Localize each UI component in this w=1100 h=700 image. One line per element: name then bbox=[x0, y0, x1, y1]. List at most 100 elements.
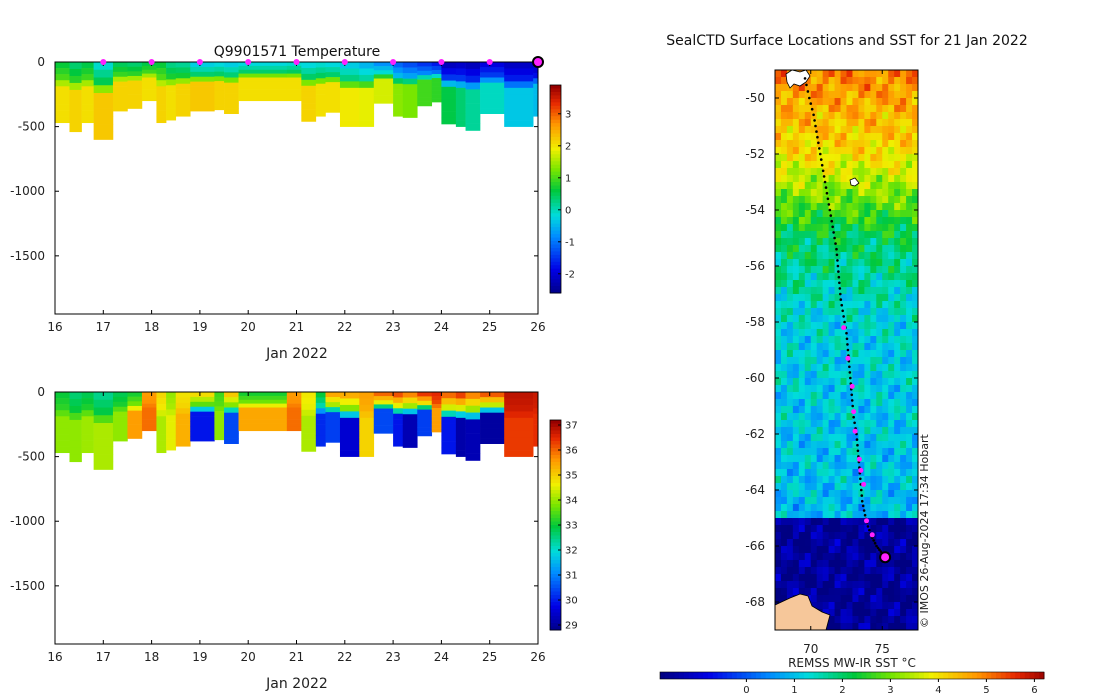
sst-cell bbox=[906, 329, 913, 337]
sst-cell bbox=[912, 161, 918, 169]
sst-cell bbox=[888, 609, 895, 617]
sst-cell bbox=[804, 546, 812, 554]
sst-cell bbox=[822, 602, 830, 610]
profile-cell bbox=[141, 85, 157, 90]
sst-cell bbox=[900, 210, 907, 218]
sst-cell bbox=[810, 469, 818, 477]
sst-cell bbox=[798, 329, 806, 337]
sst-cell bbox=[864, 357, 871, 365]
sst-cell bbox=[840, 105, 847, 113]
sst-cell bbox=[852, 273, 859, 281]
track-point bbox=[839, 292, 842, 296]
sst-cell bbox=[798, 217, 806, 225]
sst-cell bbox=[828, 532, 835, 540]
sst-cell bbox=[900, 560, 907, 568]
profile-cell bbox=[373, 404, 394, 409]
sst-cell bbox=[900, 147, 907, 155]
sst-cell bbox=[786, 280, 794, 288]
sst-cell bbox=[775, 476, 782, 484]
sst-cell bbox=[810, 196, 818, 204]
profile-cell bbox=[533, 78, 538, 85]
sst-cell bbox=[775, 371, 782, 379]
sst-colorbar-swatch bbox=[957, 672, 963, 679]
sst-cell bbox=[822, 105, 830, 113]
sst-cell bbox=[888, 336, 895, 344]
profile-cell bbox=[224, 438, 239, 444]
sst-cell bbox=[780, 553, 788, 561]
sst-cell bbox=[852, 490, 859, 498]
sst-cell bbox=[804, 203, 812, 211]
track-point bbox=[826, 197, 830, 201]
sst-cell bbox=[912, 343, 918, 351]
sst-colorbar-swatch bbox=[1034, 672, 1040, 679]
sst-cell bbox=[840, 315, 847, 323]
sst-cell bbox=[822, 224, 830, 232]
sst-cell bbox=[852, 476, 859, 484]
sst-cell bbox=[804, 553, 812, 561]
sst-cell bbox=[894, 609, 901, 617]
profile-cell bbox=[301, 397, 317, 405]
profile-cell bbox=[359, 62, 375, 69]
sst-cell bbox=[882, 343, 889, 351]
sst-cell bbox=[870, 301, 877, 309]
sst-cell bbox=[882, 406, 889, 414]
colorbar-swatch bbox=[550, 175, 561, 180]
x-tick-label: 25 bbox=[482, 650, 497, 664]
sst-cell bbox=[870, 567, 877, 575]
sst-cell bbox=[804, 469, 812, 477]
sst-cell bbox=[894, 392, 901, 400]
profile-cell bbox=[175, 83, 191, 90]
profile-cell bbox=[190, 411, 215, 417]
sst-cell bbox=[834, 525, 841, 533]
sst-cell bbox=[786, 217, 794, 225]
sst-cell bbox=[822, 462, 830, 470]
profile-cell bbox=[431, 392, 442, 397]
sst-cell bbox=[882, 217, 889, 225]
sst-cell bbox=[870, 84, 877, 92]
profile-cell bbox=[465, 82, 481, 90]
profile-cell bbox=[127, 410, 143, 416]
sst-cell bbox=[846, 266, 853, 274]
profile-cell bbox=[455, 398, 466, 406]
sst-cell bbox=[906, 112, 913, 120]
sst-cell bbox=[804, 329, 812, 337]
sst-cell bbox=[858, 70, 865, 78]
profile-cell bbox=[190, 81, 215, 87]
profile-cell bbox=[480, 62, 505, 68]
sst-cell bbox=[828, 245, 835, 253]
sst-cell bbox=[810, 105, 818, 113]
sst-cell bbox=[822, 280, 830, 288]
sst-cell bbox=[894, 553, 901, 561]
sst-cell bbox=[870, 287, 877, 295]
sst-cell bbox=[888, 126, 895, 134]
sst-cell bbox=[852, 322, 859, 330]
sst-cell bbox=[810, 259, 818, 267]
sst-cell bbox=[894, 70, 901, 78]
sst-cell bbox=[894, 224, 901, 232]
sst-cell bbox=[882, 147, 889, 155]
sst-cell bbox=[870, 392, 877, 400]
sst-cell bbox=[846, 77, 853, 85]
profile-cell bbox=[238, 77, 288, 82]
colorbar-swatch bbox=[550, 542, 561, 547]
sst-colorbar-swatch bbox=[756, 672, 762, 679]
sst-cell bbox=[816, 462, 824, 470]
sst-cell bbox=[834, 84, 841, 92]
profile-cell bbox=[533, 440, 538, 447]
sst-cell bbox=[822, 427, 830, 435]
sst-cell bbox=[846, 203, 853, 211]
sst-cell bbox=[834, 301, 841, 309]
profile-cell bbox=[373, 78, 394, 83]
sst-cell bbox=[912, 525, 918, 533]
profile-cell bbox=[81, 104, 94, 111]
track-point bbox=[862, 509, 866, 512]
sst-cell bbox=[882, 259, 889, 267]
sst-cell bbox=[912, 210, 918, 218]
sst-cell bbox=[876, 301, 883, 309]
sst-cell bbox=[888, 273, 895, 281]
sst-cell bbox=[798, 441, 806, 449]
sst-cell bbox=[834, 497, 841, 505]
sst-cell bbox=[882, 322, 889, 330]
sst-cell bbox=[840, 217, 847, 225]
sst-colorbar-swatch bbox=[669, 672, 675, 679]
